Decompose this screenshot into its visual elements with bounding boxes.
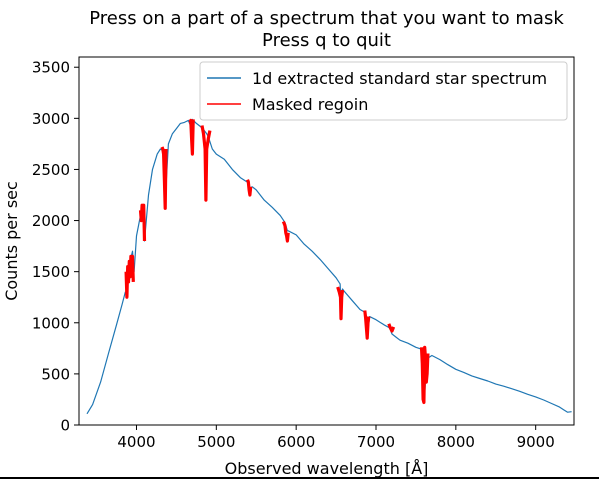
x-tick-label: 9000	[517, 433, 555, 451]
bottom-rule	[0, 477, 599, 479]
masked-region-segment[interactable]	[281, 221, 290, 243]
y-tick-label: 1000	[32, 314, 70, 332]
x-tick-label: 5000	[197, 433, 235, 451]
y-tick-label: 0	[60, 417, 70, 435]
masked-region-segment[interactable]	[419, 345, 430, 405]
axes-frame	[78, 56, 575, 426]
x-axis-label: Observed wavelength [Å]	[225, 459, 429, 478]
masked-region-segment[interactable]	[188, 118, 195, 156]
y-tick-label: 1500	[32, 263, 70, 281]
masked-region-segment[interactable]	[387, 323, 396, 333]
masked-region-segment[interactable]	[138, 203, 147, 242]
chart-title-line-1: Press on a part of a spectrum that you w…	[89, 8, 564, 29]
x-tick-label: 4000	[117, 433, 155, 451]
legend-label-masked: Masked regoin	[252, 95, 368, 114]
masked-region-segment[interactable]	[200, 125, 212, 202]
series-line-spectrum[interactable]	[86, 118, 572, 415]
masked-region-segment[interactable]	[124, 254, 135, 299]
y-tick-label: 3000	[32, 110, 70, 128]
masked-region-segment[interactable]	[363, 310, 371, 340]
legend[interactable]: 1d extracted standard star spectrum Mask…	[199, 61, 568, 121]
y-tick-label: 3500	[32, 59, 70, 77]
y-tick-label: 2000	[32, 212, 70, 230]
x-tick-label: 6000	[277, 433, 315, 451]
masked-region-segment[interactable]	[246, 179, 253, 197]
chart-title-line-2: Press q to quit	[262, 30, 391, 51]
x-tick-label: 7000	[357, 433, 395, 451]
legend-label-spectrum: 1d extracted standard star spectrum	[252, 69, 547, 88]
x-tick-label: 8000	[437, 433, 475, 451]
y-tick-label: 500	[41, 365, 70, 383]
masked-region-segment[interactable]	[160, 146, 168, 210]
legend-box	[199, 61, 568, 121]
masked-region-segment[interactable]	[336, 286, 345, 321]
y-tick-label: 2500	[32, 161, 70, 179]
y-axis-label: Counts per sec	[2, 181, 21, 301]
